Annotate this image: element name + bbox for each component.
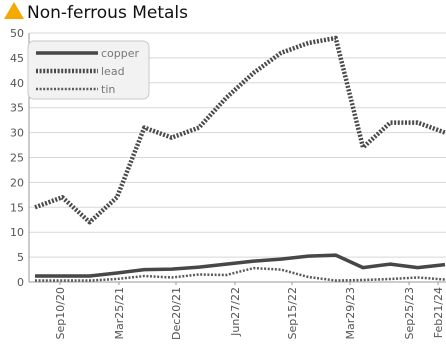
y-tick-labels: 0 5 10 15 20 25 30 35 40 45 50 [10, 27, 24, 289]
x-tick-label: Feb21/24 [432, 287, 445, 338]
x-tick-label: Jun27/22 [229, 287, 242, 337]
grid [29, 32, 446, 283]
y-tick-label: 5 [17, 251, 24, 264]
legend-label-lead: lead [101, 65, 125, 78]
x-tick-label: Sep10/20 [54, 287, 67, 339]
y-tick-label: 30 [10, 127, 24, 140]
y-tick-label: 45 [10, 52, 24, 65]
y-tick-label: 50 [10, 27, 24, 40]
legend: copper lead tin [27, 40, 150, 100]
series-lines [34, 35, 446, 282]
series-line-copper [35, 253, 446, 278]
legend-label-tin: tin [101, 83, 115, 96]
y-tick-label: 20 [10, 176, 24, 189]
y-tick-label: 40 [10, 77, 24, 90]
x-tick-label: Sep15/22 [286, 287, 299, 339]
x-tick-labels: Sep10/20 Mar25/21 Dec20/21 Jun27/22 Sep15/22… [54, 287, 445, 340]
warning-triangle-icon [4, 2, 24, 19]
y-tick-label: 15 [10, 201, 24, 214]
x-tick-label: Dec20/21 [170, 287, 183, 340]
legend-box [27, 40, 150, 100]
x-tick-label: Mar29/23 [344, 287, 357, 339]
x-tick-label: Mar25/21 [113, 287, 126, 339]
series-line-tin [35, 266, 446, 282]
y-tick-label: 25 [10, 152, 24, 165]
y-tick-label: 35 [10, 102, 24, 115]
x-tick-label: Sep25/23 [403, 287, 416, 339]
chart-title: Non-ferrous Metals [27, 3, 188, 23]
legend-label-copper: copper [101, 47, 140, 60]
y-tick-label: 0 [17, 276, 24, 289]
y-tick-label: 10 [10, 226, 24, 239]
series-line-lead [34, 35, 446, 225]
